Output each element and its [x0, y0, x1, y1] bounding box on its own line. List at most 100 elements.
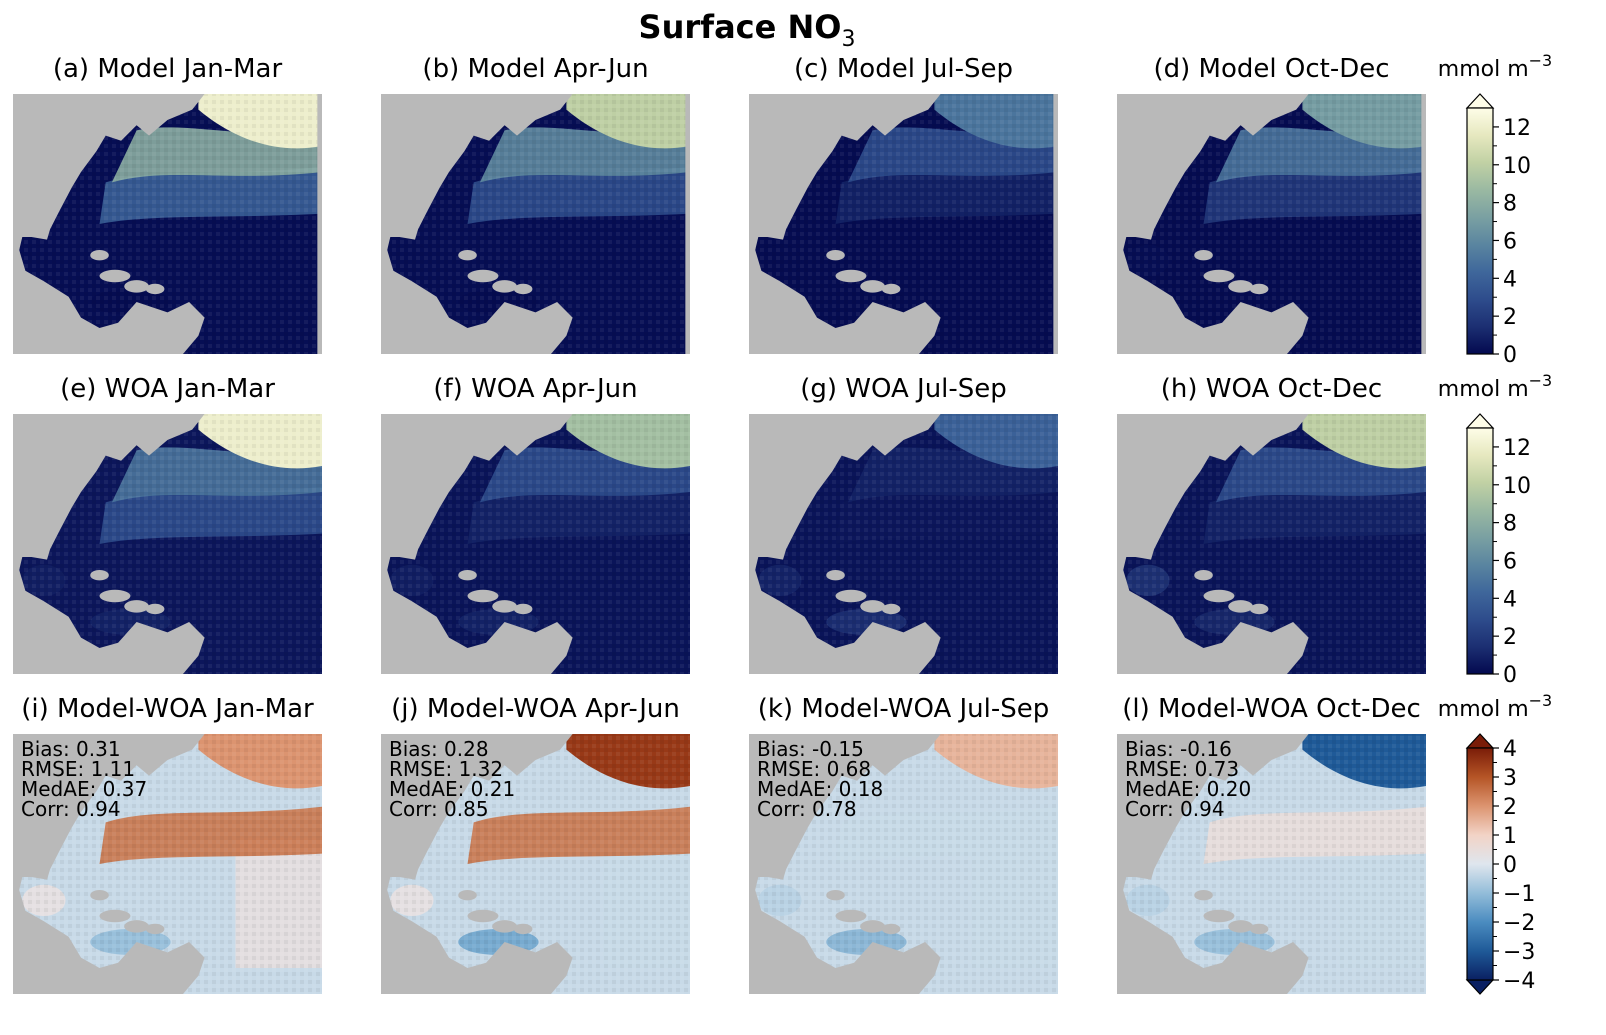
island-mask	[492, 600, 517, 613]
panel-title: (b) Model Apr-Jun	[422, 54, 648, 84]
map-field	[13, 734, 322, 994]
map-field	[749, 734, 1058, 994]
stat-line: MedAE: 0.20	[1125, 777, 1251, 801]
colorbar-extend-max	[1465, 733, 1495, 749]
panel-title: (c) Model Jul-Sep	[794, 54, 1013, 84]
island-mask	[860, 920, 885, 933]
domain-edge-mask	[1421, 94, 1426, 354]
colorbar-unit: mmol m−3	[1438, 51, 1552, 82]
island-mask	[826, 890, 845, 901]
island-mask	[467, 269, 499, 283]
colorbar-tick-label: 2	[1503, 625, 1517, 650]
island-mask	[513, 283, 533, 295]
colorbar-tick-label: 6	[1503, 229, 1517, 254]
island-mask	[99, 589, 131, 603]
colorbar-tick-label: 0	[1503, 343, 1517, 368]
stat-line: Bias: 0.28	[389, 737, 489, 761]
island-mask	[1228, 600, 1253, 613]
panel-e: (e) WOA Jan-Mar	[13, 374, 322, 674]
map-field	[13, 414, 322, 674]
panel-h: (h) WOA Oct-Dec	[1117, 374, 1426, 674]
land-mask	[381, 734, 573, 994]
island-mask	[99, 269, 131, 283]
stat-line: Corr: 0.85	[389, 797, 489, 821]
colorbar-tick-label: 4	[1503, 267, 1517, 292]
stat-line: MedAE: 0.21	[389, 777, 515, 801]
island-mask	[90, 250, 109, 261]
panel-title: (g) WOA Jul-Sep	[800, 374, 1007, 404]
panel-title: (f) WOA Apr-Jun	[433, 374, 637, 404]
island-mask	[145, 603, 165, 615]
island-mask	[513, 923, 533, 935]
island-mask	[881, 923, 901, 935]
colorbar-tick-label: −1	[1503, 882, 1535, 907]
island-mask	[513, 603, 533, 615]
island-mask	[1249, 923, 1269, 935]
colorbar-tick-label: 0	[1503, 663, 1517, 688]
colorbar-tick-label: 10	[1503, 474, 1531, 499]
colorbar-3: mmol m−3 −4 −3 −2 −1 0 1 2 3 4	[1438, 691, 1552, 995]
land-mask	[13, 734, 205, 994]
stat-line: Bias: -0.16	[1125, 737, 1232, 761]
land-mask	[749, 734, 941, 994]
island-mask	[860, 600, 885, 613]
island-mask	[90, 890, 109, 901]
island-mask	[458, 250, 477, 261]
island-mask	[99, 909, 131, 923]
map-field	[381, 734, 690, 994]
figure-title: Surface NO3	[639, 8, 856, 52]
stat-line: RMSE: 1.32	[389, 757, 503, 781]
island-mask	[492, 280, 517, 293]
colorbar-unit: mmol m−3	[1438, 691, 1552, 722]
island-mask	[124, 600, 149, 613]
island-mask	[1228, 920, 1253, 933]
colorbar-2: mmol m−3 0 2 4 6 8 10 12	[1438, 371, 1552, 688]
island-mask	[1194, 570, 1213, 581]
island-mask	[124, 280, 149, 293]
island-mask	[145, 283, 165, 295]
island-mask	[826, 570, 845, 581]
colorbar-body	[1466, 107, 1494, 355]
stat-line: MedAE: 0.37	[21, 777, 147, 801]
island-mask	[835, 589, 867, 603]
colorbar-body	[1466, 427, 1494, 675]
stat-line: Bias: -0.15	[757, 737, 864, 761]
colorbar-unit: mmol m−3	[1438, 371, 1552, 402]
land-mask	[1117, 414, 1309, 674]
colorbar-tick-label: −2	[1503, 911, 1535, 936]
land-mask	[13, 414, 205, 674]
colorbar-extend-min	[1465, 979, 1495, 995]
island-mask	[124, 920, 149, 933]
island-mask	[1194, 250, 1213, 261]
panel-grid: (a) Model Jan-Mar (b) Model Apr-Jun (c) Mo…	[13, 54, 1426, 994]
colorbar-tick-label: 12	[1503, 116, 1531, 141]
panel-title: (h) WOA Oct-Dec	[1161, 374, 1382, 404]
island-mask	[1203, 269, 1235, 283]
land-mask	[381, 414, 573, 674]
colorbar-extend-max	[1465, 93, 1495, 109]
stat-line: Corr: 0.94	[1125, 797, 1225, 821]
island-mask	[1194, 890, 1213, 901]
island-mask	[90, 570, 109, 581]
island-mask	[467, 589, 499, 603]
panel-c: (c) Model Jul-Sep	[749, 54, 1058, 354]
domain-edge-mask	[685, 94, 690, 354]
island-mask	[881, 603, 901, 615]
stat-line: RMSE: 0.73	[1125, 757, 1239, 781]
island-mask	[1203, 589, 1235, 603]
colorbar-tick-label: 0	[1503, 853, 1517, 878]
panel-title: (a) Model Jan-Mar	[53, 54, 283, 84]
colorbar-tick-label: 3	[1503, 766, 1517, 791]
island-mask	[826, 250, 845, 261]
stat-line: RMSE: 0.68	[757, 757, 871, 781]
island-mask	[881, 283, 901, 295]
map-field	[381, 414, 690, 674]
colorbar-tick-label: 8	[1503, 192, 1517, 217]
map-field	[1117, 734, 1426, 994]
figure-title-subscript: 3	[841, 27, 855, 52]
colorbar-tick-label: 6	[1503, 549, 1517, 574]
panel-title: (l) Model-WOA Oct-Dec	[1122, 694, 1421, 724]
